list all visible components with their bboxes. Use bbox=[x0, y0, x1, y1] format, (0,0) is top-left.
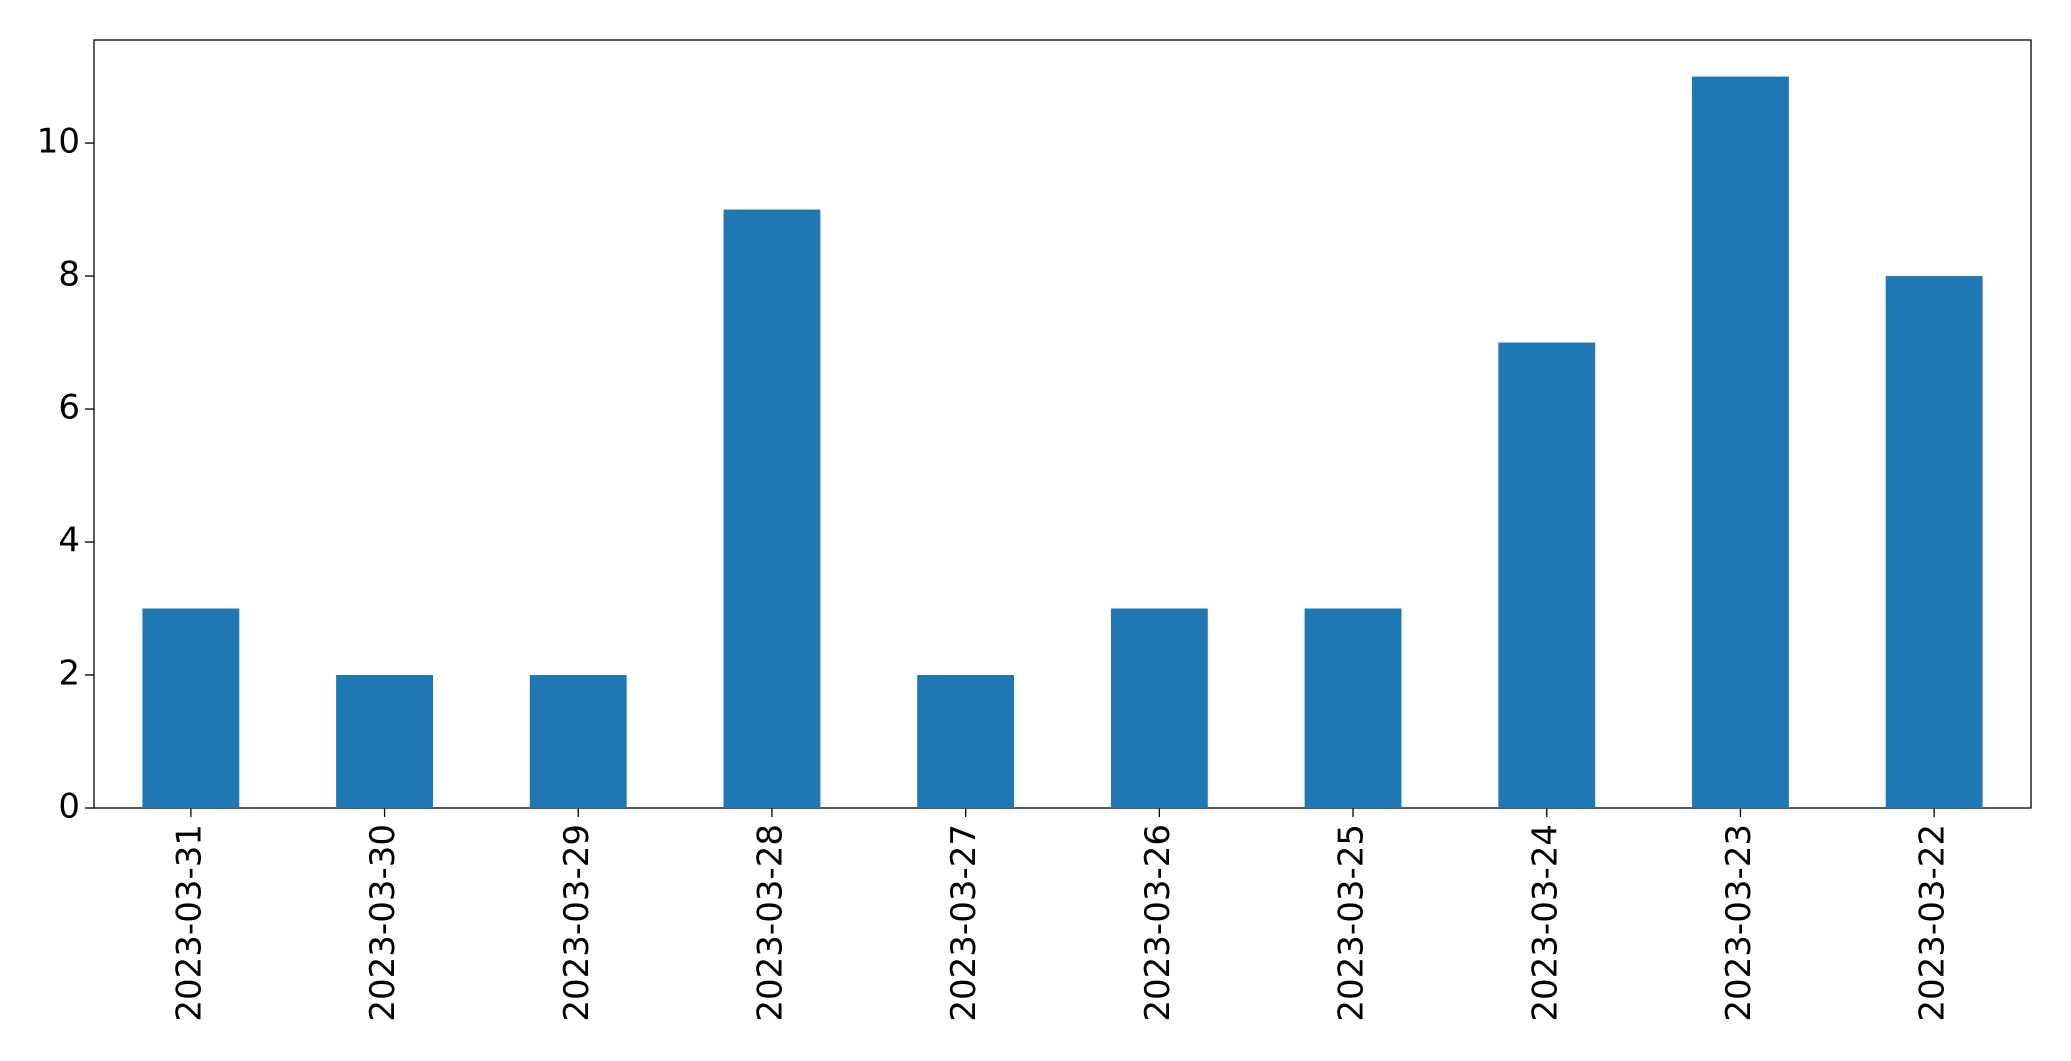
bar bbox=[336, 675, 433, 808]
y-tick-label: 8 bbox=[58, 255, 80, 295]
plot-frame bbox=[93, 39, 2032, 809]
x-tick-label: 2023-03-22 bbox=[1913, 824, 1953, 1022]
x-tick-label: 2023-03-23 bbox=[1719, 824, 1759, 1022]
y-tick-label: 10 bbox=[37, 122, 80, 162]
bar bbox=[1498, 342, 1596, 808]
x-tick-label: 2023-03-31 bbox=[169, 824, 209, 1022]
x-tick-label: 2023-03-24 bbox=[1525, 824, 1565, 1022]
y-tick-label: 4 bbox=[58, 521, 80, 561]
x-tick-label: 2023-03-26 bbox=[1138, 824, 1178, 1022]
x-tick-label: 2023-03-25 bbox=[1332, 824, 1372, 1022]
bar bbox=[1885, 276, 1983, 808]
bar bbox=[529, 675, 627, 808]
bar bbox=[917, 675, 1015, 808]
y-tick-label: 6 bbox=[58, 388, 80, 428]
bar bbox=[1110, 608, 1208, 808]
bar bbox=[1304, 608, 1402, 808]
x-tick-label: 2023-03-27 bbox=[944, 824, 984, 1022]
x-tick-label: 2023-03-30 bbox=[363, 824, 403, 1022]
bar bbox=[142, 608, 240, 808]
bar bbox=[723, 209, 821, 808]
x-tick-label: 2023-03-28 bbox=[750, 824, 790, 1022]
y-tick-label: 2 bbox=[58, 654, 80, 694]
x-tick-label: 2023-03-29 bbox=[557, 824, 597, 1022]
y-tick-label: 0 bbox=[58, 787, 80, 827]
bar bbox=[1692, 76, 1789, 809]
